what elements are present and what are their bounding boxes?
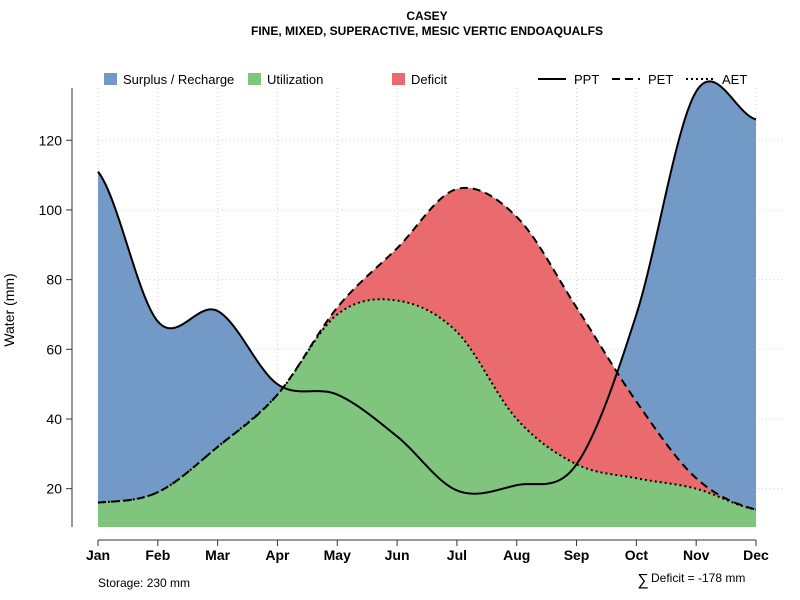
legend-swatch xyxy=(392,73,405,85)
x-tick-label: Jun xyxy=(385,547,410,563)
x-tick-label: Feb xyxy=(145,547,170,563)
deficit-sum-icon: ∑ xyxy=(637,572,648,589)
x-tick-label: Jan xyxy=(86,547,110,563)
y-tick-label: 100 xyxy=(39,202,63,218)
legend-swatch xyxy=(104,73,117,85)
pet-line xyxy=(97,186,757,511)
y-axis-label: Water (mm) xyxy=(1,273,17,346)
legend-label: PPT xyxy=(574,72,599,87)
storage-annotation: Storage: 230 mm xyxy=(98,576,190,590)
y-tick-label: 60 xyxy=(46,341,62,357)
ppt-line xyxy=(97,80,757,495)
x-tick-label: May xyxy=(324,547,351,563)
y-tick-label: 120 xyxy=(39,132,63,148)
x-tick-label: Mar xyxy=(205,547,230,563)
chart-subtitle: FINE, MIXED, SUPERACTIVE, MESIC VERTIC E… xyxy=(251,24,603,38)
legend-label: Utilization xyxy=(267,72,323,87)
x-tick-label: Jul xyxy=(447,547,467,563)
deficit-annotation: Deficit = -178 mm xyxy=(651,571,745,585)
x-tick-label: Nov xyxy=(683,547,710,563)
legend: Surplus / Recharge Utilization Deficit PPT P… xyxy=(104,72,747,87)
legend-swatch xyxy=(248,73,261,85)
legend-label: Surplus / Recharge xyxy=(123,72,234,87)
x-tick-label: Aug xyxy=(503,547,530,563)
series-lines xyxy=(97,80,757,511)
x-tick-label: Sep xyxy=(564,547,590,563)
legend-label: Deficit xyxy=(411,72,448,87)
legend-label: AET xyxy=(722,72,747,87)
y-tick-label: 20 xyxy=(46,481,62,497)
axes: 20 40 60 80 100 120 Jan Feb Mar Apr May Jun Jul Aug Se… xyxy=(39,88,769,563)
legend-label: PET xyxy=(648,72,673,87)
chart-title: CASEY xyxy=(406,9,447,23)
aet-line xyxy=(97,298,757,511)
x-tick-label: Dec xyxy=(743,547,769,563)
x-tick-label: Oct xyxy=(625,547,649,563)
y-tick-label: 80 xyxy=(46,272,62,288)
x-tick-label: Apr xyxy=(265,547,290,563)
area-fills xyxy=(98,81,756,528)
y-tick-label: 40 xyxy=(46,411,62,427)
